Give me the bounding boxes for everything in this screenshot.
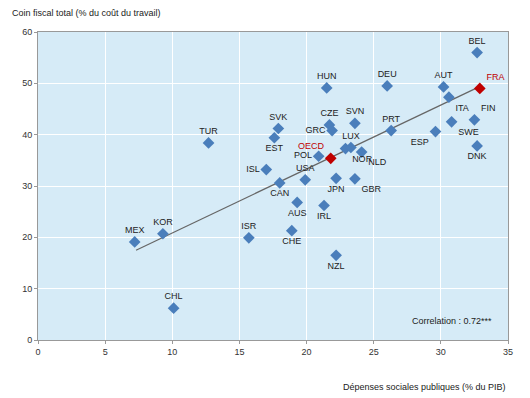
svg-text:CAN: CAN — [270, 188, 289, 198]
svg-text:DNK: DNK — [468, 151, 487, 161]
svg-text:EST: EST — [266, 143, 284, 153]
svg-text:USA: USA — [296, 163, 315, 173]
svg-text:BEL: BEL — [469, 36, 486, 46]
svg-text:TUR: TUR — [199, 126, 218, 136]
svg-text:GRC: GRC — [305, 125, 326, 135]
svg-text:SWE: SWE — [458, 127, 479, 137]
svg-text:Dépenses sociales publiques (%: Dépenses sociales publiques (% du PIB) — [343, 382, 506, 392]
svg-text:IRL: IRL — [317, 211, 331, 221]
svg-text:Coin fiscal total (% du coût d: Coin fiscal total (% du coût du travail) — [12, 8, 161, 18]
svg-text:25: 25 — [369, 347, 379, 357]
svg-text:ISR: ISR — [241, 221, 257, 231]
svg-text:0: 0 — [35, 347, 40, 357]
svg-text:ESP: ESP — [411, 137, 429, 147]
svg-text:NLD: NLD — [368, 157, 387, 167]
svg-text:NZL: NZL — [328, 261, 345, 271]
svg-text:0: 0 — [27, 335, 32, 345]
svg-text:HUN: HUN — [317, 71, 337, 81]
svg-text:JPN: JPN — [328, 184, 345, 194]
svg-text:SVN: SVN — [346, 106, 365, 116]
svg-text:GBR: GBR — [362, 184, 382, 194]
svg-text:DEU: DEU — [378, 69, 397, 79]
svg-text:50: 50 — [22, 78, 32, 88]
svg-text:60: 60 — [22, 27, 32, 37]
svg-text:KOR: KOR — [153, 217, 173, 227]
svg-text:SVK: SVK — [269, 112, 287, 122]
svg-text:30: 30 — [436, 347, 446, 357]
svg-text:NOR: NOR — [352, 154, 373, 164]
svg-text:CZE: CZE — [320, 108, 338, 118]
svg-text:FIN: FIN — [481, 103, 496, 113]
svg-text:MEX: MEX — [125, 225, 145, 235]
svg-text:ITA: ITA — [456, 103, 469, 113]
svg-text:30: 30 — [22, 181, 32, 191]
svg-text:LUX: LUX — [342, 131, 360, 141]
svg-text:FRA: FRA — [486, 72, 504, 82]
svg-text:Correlation : 0.72***: Correlation : 0.72*** — [412, 316, 492, 326]
svg-text:20: 20 — [22, 232, 32, 242]
svg-text:POL: POL — [294, 150, 312, 160]
svg-text:OECD: OECD — [298, 141, 325, 151]
svg-text:35: 35 — [503, 347, 513, 357]
svg-text:CHE: CHE — [282, 236, 301, 246]
svg-text:20: 20 — [302, 347, 312, 357]
svg-text:CHL: CHL — [165, 291, 183, 301]
svg-text:PRT: PRT — [382, 114, 400, 124]
svg-text:40: 40 — [22, 130, 32, 140]
svg-text:15: 15 — [234, 347, 244, 357]
svg-text:AUT: AUT — [435, 70, 454, 80]
svg-text:ISL: ISL — [246, 164, 260, 174]
svg-text:10: 10 — [167, 347, 177, 357]
svg-text:10: 10 — [22, 284, 32, 294]
svg-text:AUS: AUS — [288, 208, 307, 218]
svg-text:5: 5 — [103, 347, 108, 357]
